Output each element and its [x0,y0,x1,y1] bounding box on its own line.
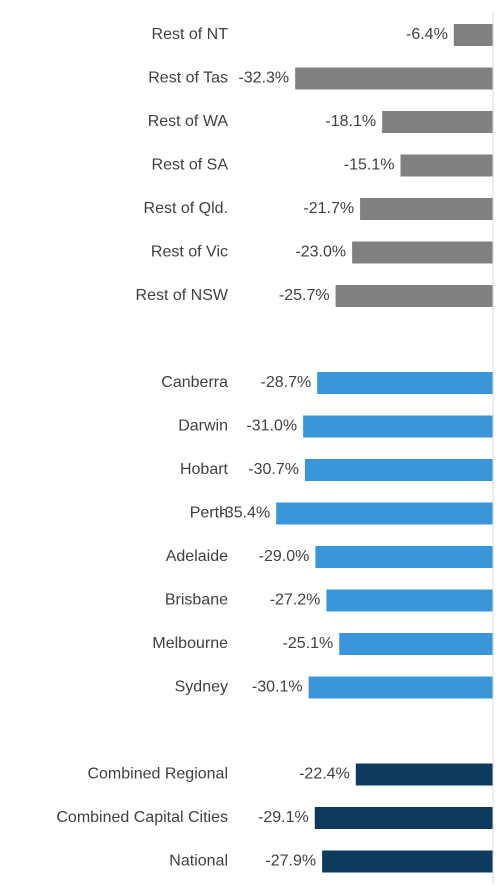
category-label: Hobart [180,461,229,478]
data-label: -35.4% [219,505,270,522]
bar [304,459,493,481]
bar [308,676,493,699]
bar [352,241,493,264]
category-label: Combined Capital Cities [56,809,228,826]
bar [317,372,493,394]
category-label: Rest of Qld. [144,200,228,217]
data-label: -25.1% [283,635,334,652]
category-label: Darwin [178,418,228,435]
data-label: -30.7% [248,461,299,478]
category-label: Rest of Vic [151,244,228,261]
data-label: -21.7% [303,200,354,217]
category-label: Rest of WA [148,113,229,130]
data-label: -29.0% [259,548,310,565]
bar [315,546,493,568]
category-label: National [169,853,228,870]
data-label: -29.1% [258,809,309,826]
category-label: Combined Regional [87,766,228,783]
bar [335,285,493,307]
category-label: Canberra [161,374,228,391]
data-label: -25.7% [279,287,330,304]
category-label: Sydney [175,679,228,696]
category-label: Brisbane [165,592,228,609]
category-label: Rest of NT [152,26,229,43]
category-label: Melbourne [152,635,228,652]
category-label: Rest of NSW [136,287,229,304]
data-label: -27.2% [270,592,321,609]
data-label: -32.3% [238,70,289,87]
data-label: -23.0% [295,244,346,261]
data-label: -28.7% [261,374,312,391]
bar [339,633,493,655]
bar [355,763,493,786]
data-label: -6.4% [406,26,448,43]
bar [303,415,493,438]
data-label: -18.1% [325,113,376,130]
bar [295,67,493,90]
bar [453,24,493,46]
category-label: Rest of Tas [148,70,228,87]
category-label: Rest of SA [152,157,229,174]
data-label: -31.0% [246,418,297,435]
data-label: -30.1% [252,679,303,696]
bar [314,807,493,829]
data-label: -15.1% [344,157,395,174]
bar [276,502,493,525]
bar [382,111,493,133]
category-label: Adelaide [166,548,228,565]
data-label: -27.9% [265,853,316,870]
category-label: Perth [190,505,228,522]
bar [322,850,493,873]
bar [326,589,493,612]
bar [400,154,493,177]
bar [360,198,493,220]
data-label: -22.4% [299,766,350,783]
